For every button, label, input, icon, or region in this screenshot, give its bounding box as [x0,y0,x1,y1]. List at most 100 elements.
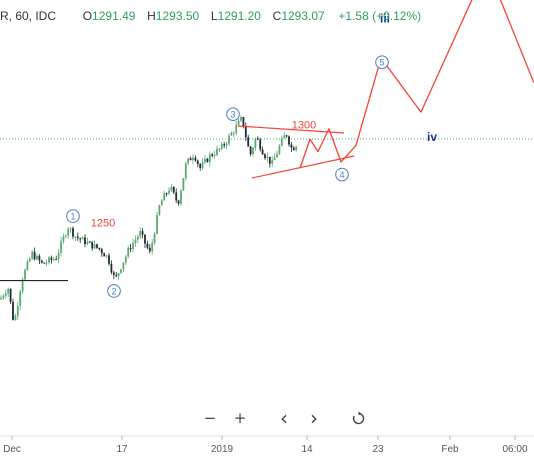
chevron-right-icon: › [310,406,318,430]
candle-body [223,144,226,146]
candle-body [48,257,50,263]
candle-body [81,237,84,240]
candle-body [249,146,252,155]
candle-body [132,242,134,250]
candle-body [21,279,24,292]
candle-body [268,156,271,164]
candle-body [211,154,214,156]
candle-body [74,236,77,238]
wave-circle [107,284,121,298]
candle-body [156,215,158,234]
candle-body [55,259,58,261]
candle-body [86,241,89,245]
wave-circle [66,209,80,223]
scroll-right-button[interactable]: › [302,406,326,430]
candle-body [158,205,161,216]
candle-body [60,241,62,253]
candle-body [103,253,106,257]
candle-body [76,236,79,239]
candle-body [230,132,233,136]
candle-body [165,193,168,195]
candle-body [14,315,17,320]
reset-chart-button[interactable] [346,406,370,430]
candle-body [84,237,86,245]
candle-body [146,243,149,248]
candle-body [172,186,175,193]
candle-body [240,116,242,121]
candle-body [7,288,10,294]
wave-circle-label: 5 [379,58,384,68]
candle-body [266,156,269,159]
triangle-upper-line [237,125,345,134]
candle-body [43,262,46,264]
chart-toolbar: − + ‹ › [198,406,370,430]
candle-body [127,248,130,257]
x-tick-label: 14 [301,444,313,455]
candle-body [199,164,202,169]
candle-body [206,158,209,163]
candle-body [273,157,276,161]
wave-circle-label: 2 [111,286,116,296]
candle-body [283,135,286,139]
candle-body [24,269,26,280]
candle-body [62,236,65,242]
candle-body [280,138,283,146]
scroll-left-button[interactable]: ‹ [272,406,296,430]
candle-body [4,293,7,296]
candle-body [288,136,290,145]
candle-body [69,228,72,230]
candle-body [105,255,108,257]
candle-body [9,288,12,302]
zoom-in-button[interactable]: + [228,406,252,430]
candle-body [247,137,250,147]
candle-body [16,305,19,316]
candle-body [117,273,120,277]
wave-projection-path [299,0,534,169]
candle-body [276,153,278,158]
time-axis: Dec 17 2019 14 23 Feb 06:00 [0,435,534,455]
candle-body [235,124,238,133]
candle-body [228,135,230,144]
candle-body [252,147,254,155]
wave-circle-label: 3 [230,110,235,120]
candle-body [136,236,139,240]
high-label: H [147,9,156,23]
wave-circle-label: 1 [70,212,75,222]
candle-body [52,259,55,261]
low-value: 1291.20 [217,9,261,23]
candle-body [271,160,274,164]
candle-body [220,144,223,149]
wave-label: iii [380,12,390,26]
wave-circle [335,167,349,182]
candle-body [285,135,288,137]
candle-body [213,155,216,157]
candle-body [100,249,103,254]
candle-body [216,148,218,156]
candle-body [144,234,146,244]
candle-body [242,116,245,127]
candle-body [33,251,36,260]
candle-body [19,291,22,306]
x-tick-label: 06:00 [502,444,527,455]
candle-body [0,297,2,300]
reset-icon [352,411,364,424]
candle-body [98,247,101,250]
candle-body [2,295,5,298]
wave-circle [226,107,240,121]
candle-body [218,148,221,150]
candle-body [192,157,194,161]
candle-body [225,143,228,146]
change-value: +1.58 (+0.12%) [338,9,422,23]
triangle-lower-line [251,155,355,179]
wave-label: iv [427,130,437,144]
candle-body [122,262,125,270]
candle-body [189,158,192,161]
chevron-left-icon: ‹ [280,406,288,430]
candle-body [36,255,38,260]
close-label: C [272,9,282,23]
open-value: 1291.49 [92,9,136,23]
candle-body [50,257,53,260]
candle-body [160,200,163,206]
zoom-out-button[interactable]: − [198,406,222,430]
